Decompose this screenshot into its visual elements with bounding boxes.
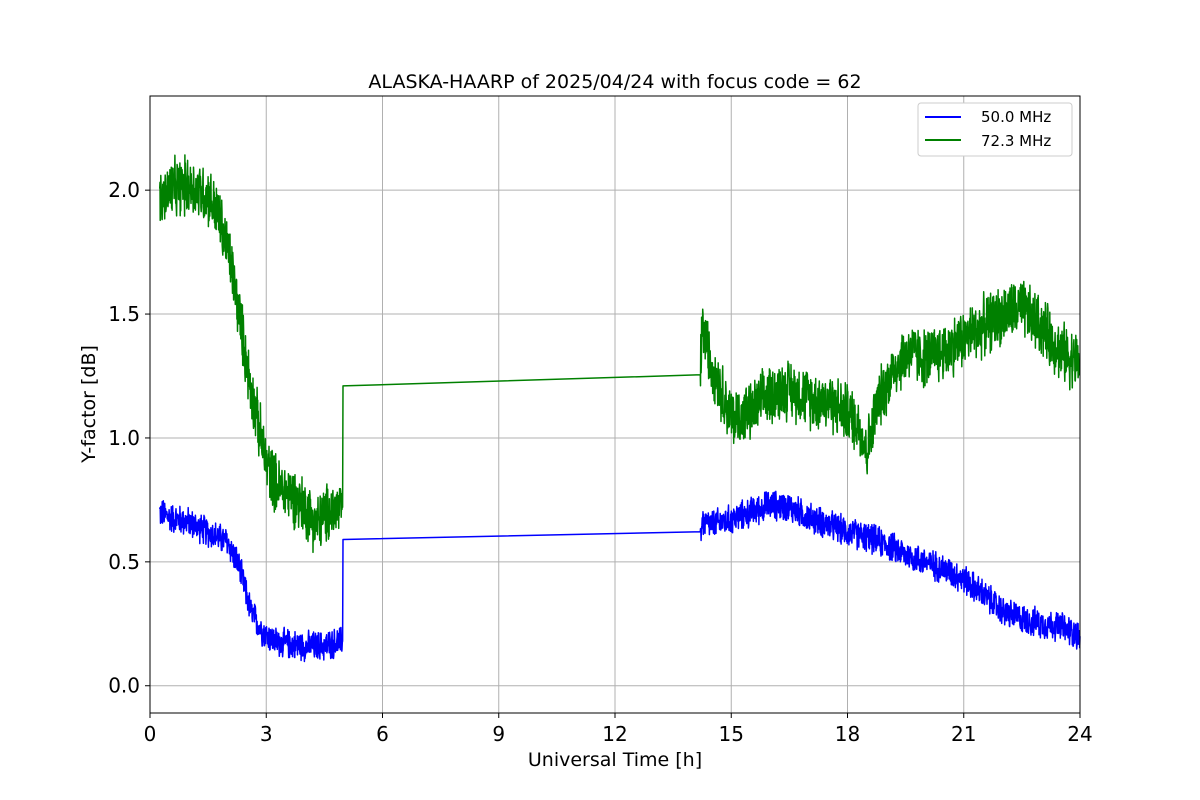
y-tick-label: 1.0 [108,426,140,450]
x-tick-label: 24 [1067,722,1092,746]
x-tick-label: 18 [835,722,860,746]
x-tick-label: 12 [602,722,627,746]
x-tick-label: 0 [144,722,157,746]
y-axis: 0.0 0.5 1.0 1.5 2.0 [108,178,150,698]
y-tick-label: 2.0 [108,178,140,202]
x-axis: 0 3 6 9 12 15 18 21 24 [144,713,1093,746]
y-tick-label: 0.5 [108,550,140,574]
x-tick-label: 3 [260,722,273,746]
legend: 50.0 MHz 72.3 MHz [917,102,1073,157]
y-tick-label: 1.5 [108,302,140,326]
x-tick-label: 9 [492,722,505,746]
x-axis-label: Universal Time [h] [528,749,702,771]
series-72mhz [158,154,1081,554]
legend-label-50mhz: 50.0 MHz [981,108,1051,126]
x-tick-label: 15 [719,722,744,746]
x-tick-label: 6 [376,722,389,746]
legend-label-72mhz: 72.3 MHz [981,132,1051,150]
x-tick-label: 21 [951,722,976,746]
plot-series [158,154,1081,663]
y-tick-label: 0.0 [108,674,140,698]
chart-title: ALASKA-HAARP of 2025/04/24 with focus co… [368,71,861,93]
y-axis-label: Y-factor [dB] [78,345,100,464]
series-50mhz [158,490,1081,663]
